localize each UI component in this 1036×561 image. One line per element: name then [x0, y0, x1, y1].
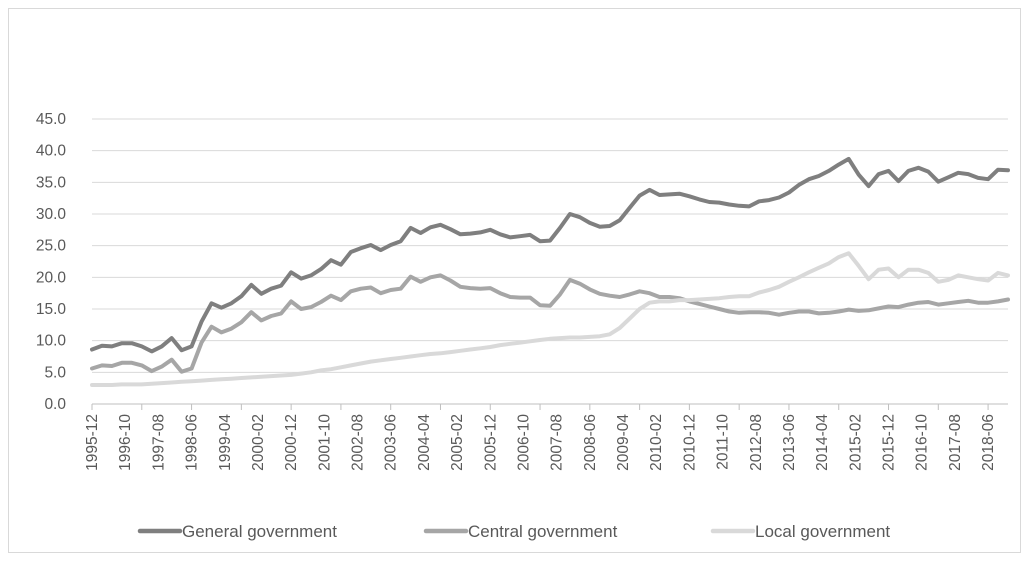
series-line-local-government: [90, 251, 1010, 387]
y-tick-label: 10.0: [36, 333, 67, 350]
y-tick-label: 40.0: [36, 143, 67, 160]
legend-label: General government: [182, 522, 337, 541]
y-tick-label: 20.0: [36, 269, 67, 286]
chart-frame: [8, 8, 1021, 553]
y-tick-label: 25.0: [36, 238, 67, 255]
legend-label: Local government: [755, 522, 890, 541]
x-tick-label: 2018-06: [980, 414, 997, 471]
x-tick-label: 2005-02: [449, 414, 466, 471]
x-tick-label: 2017-08: [947, 414, 964, 471]
x-axis-tick-labels: 1995-12 1996-10 1997-08 1998-06 1999-04 2000-…: [84, 414, 997, 471]
legend-label: Central government: [468, 522, 618, 541]
y-tick-label: 0.0: [44, 396, 66, 413]
y-tick-label: 45.0: [36, 111, 67, 128]
x-tick-label: 2000-12: [283, 414, 300, 471]
x-tick-label: 2007-08: [549, 414, 566, 471]
x-tick-label: 2009-04: [615, 414, 632, 471]
gridlines: [92, 118, 1008, 373]
y-tick-label: 15.0: [36, 301, 67, 318]
x-tick-label: 2003-06: [383, 414, 400, 471]
series-lines: [90, 156, 1010, 387]
y-tick-label: 35.0: [36, 174, 67, 191]
x-tick-label: 2014-04: [814, 414, 831, 471]
x-tick-label: 2008-06: [582, 414, 599, 471]
x-tick-label: 2013-06: [781, 414, 798, 471]
x-tick-label: 2012-08: [748, 414, 765, 471]
x-tick-label: 2000-02: [250, 414, 267, 471]
x-tick-label: 2015-02: [847, 414, 864, 471]
x-tick-label: 2010-02: [648, 414, 665, 471]
legend: General government Central government Loca…: [137, 522, 890, 541]
x-tick-label: 2015-12: [881, 414, 898, 471]
y-tick-label: 5.0: [44, 364, 66, 381]
x-tick-label: 1998-06: [184, 414, 201, 471]
x-tick-label: 1997-08: [150, 414, 167, 471]
x-tick-label: 1999-04: [217, 414, 234, 471]
x-tick-label: 2010-12: [681, 414, 698, 471]
x-tick-label: 2016-10: [914, 414, 931, 471]
x-tick-label: 2011-10: [715, 414, 732, 470]
x-tick-label: 2004-04: [416, 414, 433, 471]
x-tick-label: 2005-12: [482, 414, 499, 471]
y-axis-tick-labels: 0.0 5.0 10.0 15.0 20.0 25.0 30.0 35.0 40.0 45.0: [36, 111, 67, 413]
y-tick-label: 30.0: [36, 206, 67, 223]
x-tick-label: 1995-12: [84, 414, 101, 471]
x-tick-label: 2006-10: [515, 414, 532, 471]
x-tick-label: 2001-10: [316, 414, 333, 471]
x-tick-label: 1996-10: [117, 414, 134, 471]
series-line-general-government: [90, 156, 1010, 354]
series-line-central-government: [90, 273, 1010, 374]
x-tick-label: 2002-08: [350, 414, 367, 471]
x-axis: [91, 403, 1008, 410]
